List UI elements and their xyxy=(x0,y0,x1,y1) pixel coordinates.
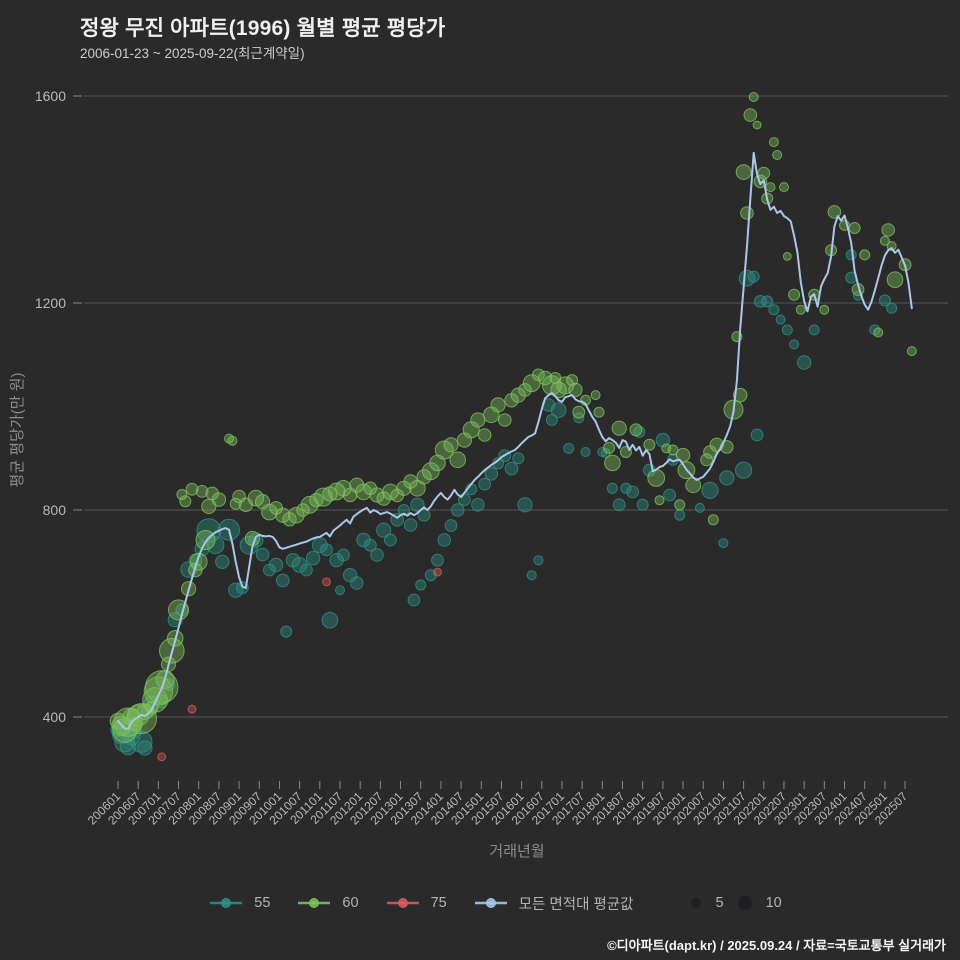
chart-subtitle: 2006-01-23 ~ 2025-09-22(최근계약일) xyxy=(80,46,305,61)
legend-item-60[interactable]: 60 xyxy=(296,895,359,911)
price-bubble-chart[interactable]: 400 800 1200 1600 20060120060720070120070720… xyxy=(0,0,960,880)
size-label-10: 10 xyxy=(765,895,782,911)
chart-title: 정왕 무진 아파트(1996) 월별 평균 평당가 xyxy=(80,17,446,40)
legend-label-average: 모든 면적대 평균값 xyxy=(518,896,634,913)
source-credit: ©디아파트(dapt.kr) / 2025.09.24 / 자료=국토교통부 실… xyxy=(607,938,946,953)
y-tick-label: 1200 xyxy=(35,295,66,311)
series-60-bubbles[interactable] xyxy=(109,92,917,743)
x-axis-ticks: 2006012006072007012007072008012008072009… xyxy=(85,781,910,827)
legend-item-average[interactable]: 모든 면적대 평균값 xyxy=(473,893,634,914)
size-label-5: 5 xyxy=(715,895,724,911)
y-tick-label: 1600 xyxy=(35,88,66,104)
legend-label-55: 55 xyxy=(254,895,271,911)
legend-swatch-60-icon xyxy=(298,898,331,908)
legend-label-75: 75 xyxy=(430,895,447,911)
series-55-bubbles[interactable] xyxy=(110,249,898,756)
y-tick-label: 800 xyxy=(43,502,67,518)
size-circle-10-icon xyxy=(737,895,752,911)
y-gridlines: 400 800 1200 1600 xyxy=(35,88,948,725)
legend-swatch-55-icon xyxy=(210,898,243,908)
chart-legend: 55 60 75 모든 면적대 평균값 5 10 xyxy=(0,892,960,914)
y-tick-label: 400 xyxy=(43,709,67,725)
average-price-line[interactable] xyxy=(117,151,913,730)
legend-swatch-75-icon xyxy=(386,898,419,908)
legend-swatch-average-icon xyxy=(474,898,507,908)
legend-item-55[interactable]: 55 xyxy=(208,895,270,911)
legend-label-60: 60 xyxy=(342,895,359,911)
y-axis-title: 평균 평당가(만 원) xyxy=(9,373,26,488)
bubble-size-legend: 5 10 xyxy=(687,892,782,914)
series-75-bubbles[interactable] xyxy=(157,567,442,762)
x-axis-title: 거래년월 xyxy=(489,843,544,860)
legend-item-75[interactable]: 75 xyxy=(385,895,447,911)
size-circle-5-icon xyxy=(691,897,702,909)
